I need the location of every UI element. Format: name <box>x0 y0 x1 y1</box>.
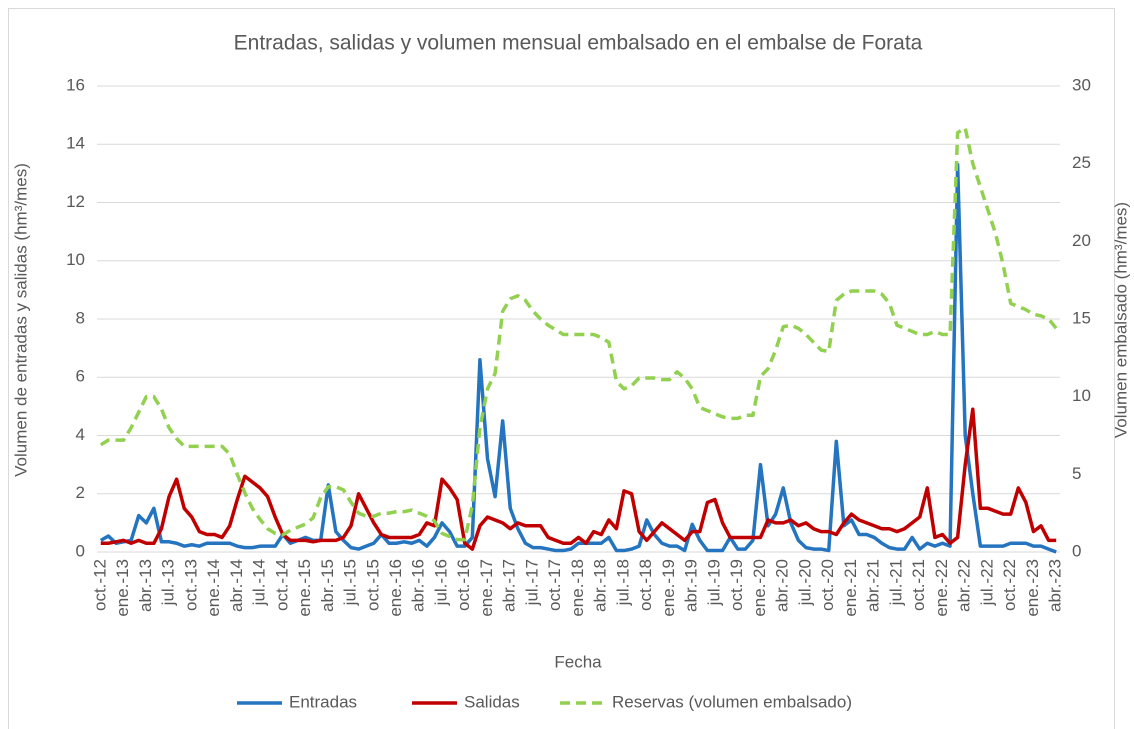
legend-label: Salidas <box>464 692 520 711</box>
x-tick-label: jul.-21 <box>886 559 905 606</box>
y-tick-label: 14 <box>66 134 85 153</box>
x-tick-label: abr.-17 <box>500 559 519 612</box>
x-tick-label: jul.-13 <box>159 559 178 606</box>
x-tick-label: oct.-16 <box>454 559 473 611</box>
series-line <box>99 126 1058 542</box>
x-tick-label: ene.-16 <box>386 559 405 617</box>
x-tick-label: jul.-18 <box>613 559 632 606</box>
y-tick-label: 4 <box>76 425 85 444</box>
x-tick-label: abr.-14 <box>227 559 246 612</box>
x-tick-label: oct.-18 <box>636 559 655 611</box>
y-tick-label: 10 <box>66 250 85 269</box>
series-line <box>100 407 1057 551</box>
x-tick-label: oct.-15 <box>363 559 382 611</box>
x-tick-label: oct.-13 <box>181 559 200 611</box>
x-tick-label: jul.-22 <box>977 559 996 606</box>
x-tick-label: abr.-23 <box>1046 559 1065 612</box>
x-tick-label: abr.-13 <box>136 559 155 612</box>
x-tick-label: abr.-19 <box>682 559 701 612</box>
x-tick-label: jul.-15 <box>341 559 360 606</box>
y2-axis-title: Volumen embalsado (hm³/mes) <box>1111 202 1130 438</box>
y-tick-label: 0 <box>76 541 85 560</box>
y2-tick-label: 10 <box>1072 386 1091 405</box>
x-tick-label: ene.-22 <box>932 559 951 617</box>
x-tick-label: ene.-13 <box>113 559 132 617</box>
x-tick-label: oct.-19 <box>727 559 746 611</box>
x-tick-label: oct.-20 <box>818 559 837 611</box>
x-tick-label: abr.-15 <box>318 559 337 612</box>
y-tick-label: 12 <box>66 192 85 211</box>
x-tick-label: jul.-20 <box>795 559 814 606</box>
y-tick-label: 2 <box>76 483 85 502</box>
y2-tick-label: 15 <box>1072 308 1091 327</box>
series-line <box>99 162 1057 554</box>
y2-tick-label: 20 <box>1072 231 1091 250</box>
x-tick-label: oct.-22 <box>1000 559 1019 611</box>
chart-frame <box>8 8 1115 729</box>
legend-label: Entradas <box>289 692 357 711</box>
x-tick-label: ene.-23 <box>1023 559 1042 617</box>
y-tick-label: 16 <box>66 75 85 94</box>
x-tick-label: abr.-21 <box>864 559 883 612</box>
x-tick-label: jul.-14 <box>250 559 269 606</box>
y2-tick-label: 5 <box>1072 464 1081 483</box>
x-tick-label: abr.-20 <box>773 559 792 612</box>
x-tick-label: ene.-15 <box>295 559 314 617</box>
legend-label: Reservas (volumen embalsado) <box>612 692 852 711</box>
x-axis-title: Fecha <box>554 652 602 671</box>
chart-title: Entradas, salidas y volumen mensual emba… <box>234 32 923 55</box>
x-tick-label: ene.-20 <box>750 559 769 617</box>
x-tick-label: ene.-21 <box>841 559 860 617</box>
x-tick-label: jul.-19 <box>704 559 723 606</box>
x-tick-label: oct.-21 <box>909 559 928 611</box>
y2-tick-label: 30 <box>1072 75 1091 94</box>
y-tick-label: 8 <box>76 308 85 327</box>
x-tick-label: abr.-18 <box>591 559 610 612</box>
x-tick-label: ene.-18 <box>568 559 587 617</box>
x-tick-label: oct.-14 <box>272 559 291 611</box>
x-tick-label: jul.-17 <box>522 559 541 606</box>
x-tick-label: ene.-19 <box>659 559 678 617</box>
x-tick-label: oct.-12 <box>90 559 109 611</box>
x-tick-label: jul.-16 <box>431 559 450 606</box>
x-tick-label: ene.-17 <box>477 559 496 617</box>
y2-tick-label: 25 <box>1072 153 1091 172</box>
x-tick-label: ene.-14 <box>204 559 223 617</box>
x-tick-label: abr.-22 <box>955 559 974 612</box>
x-tick-label: oct.-17 <box>545 559 564 611</box>
y-tick-label: 6 <box>76 367 85 386</box>
y-axis-title: Volumen de entradas y salidas (hm³/mes) <box>11 163 30 477</box>
x-tick-label: abr.-16 <box>409 559 428 612</box>
y2-tick-label: 0 <box>1072 541 1081 560</box>
